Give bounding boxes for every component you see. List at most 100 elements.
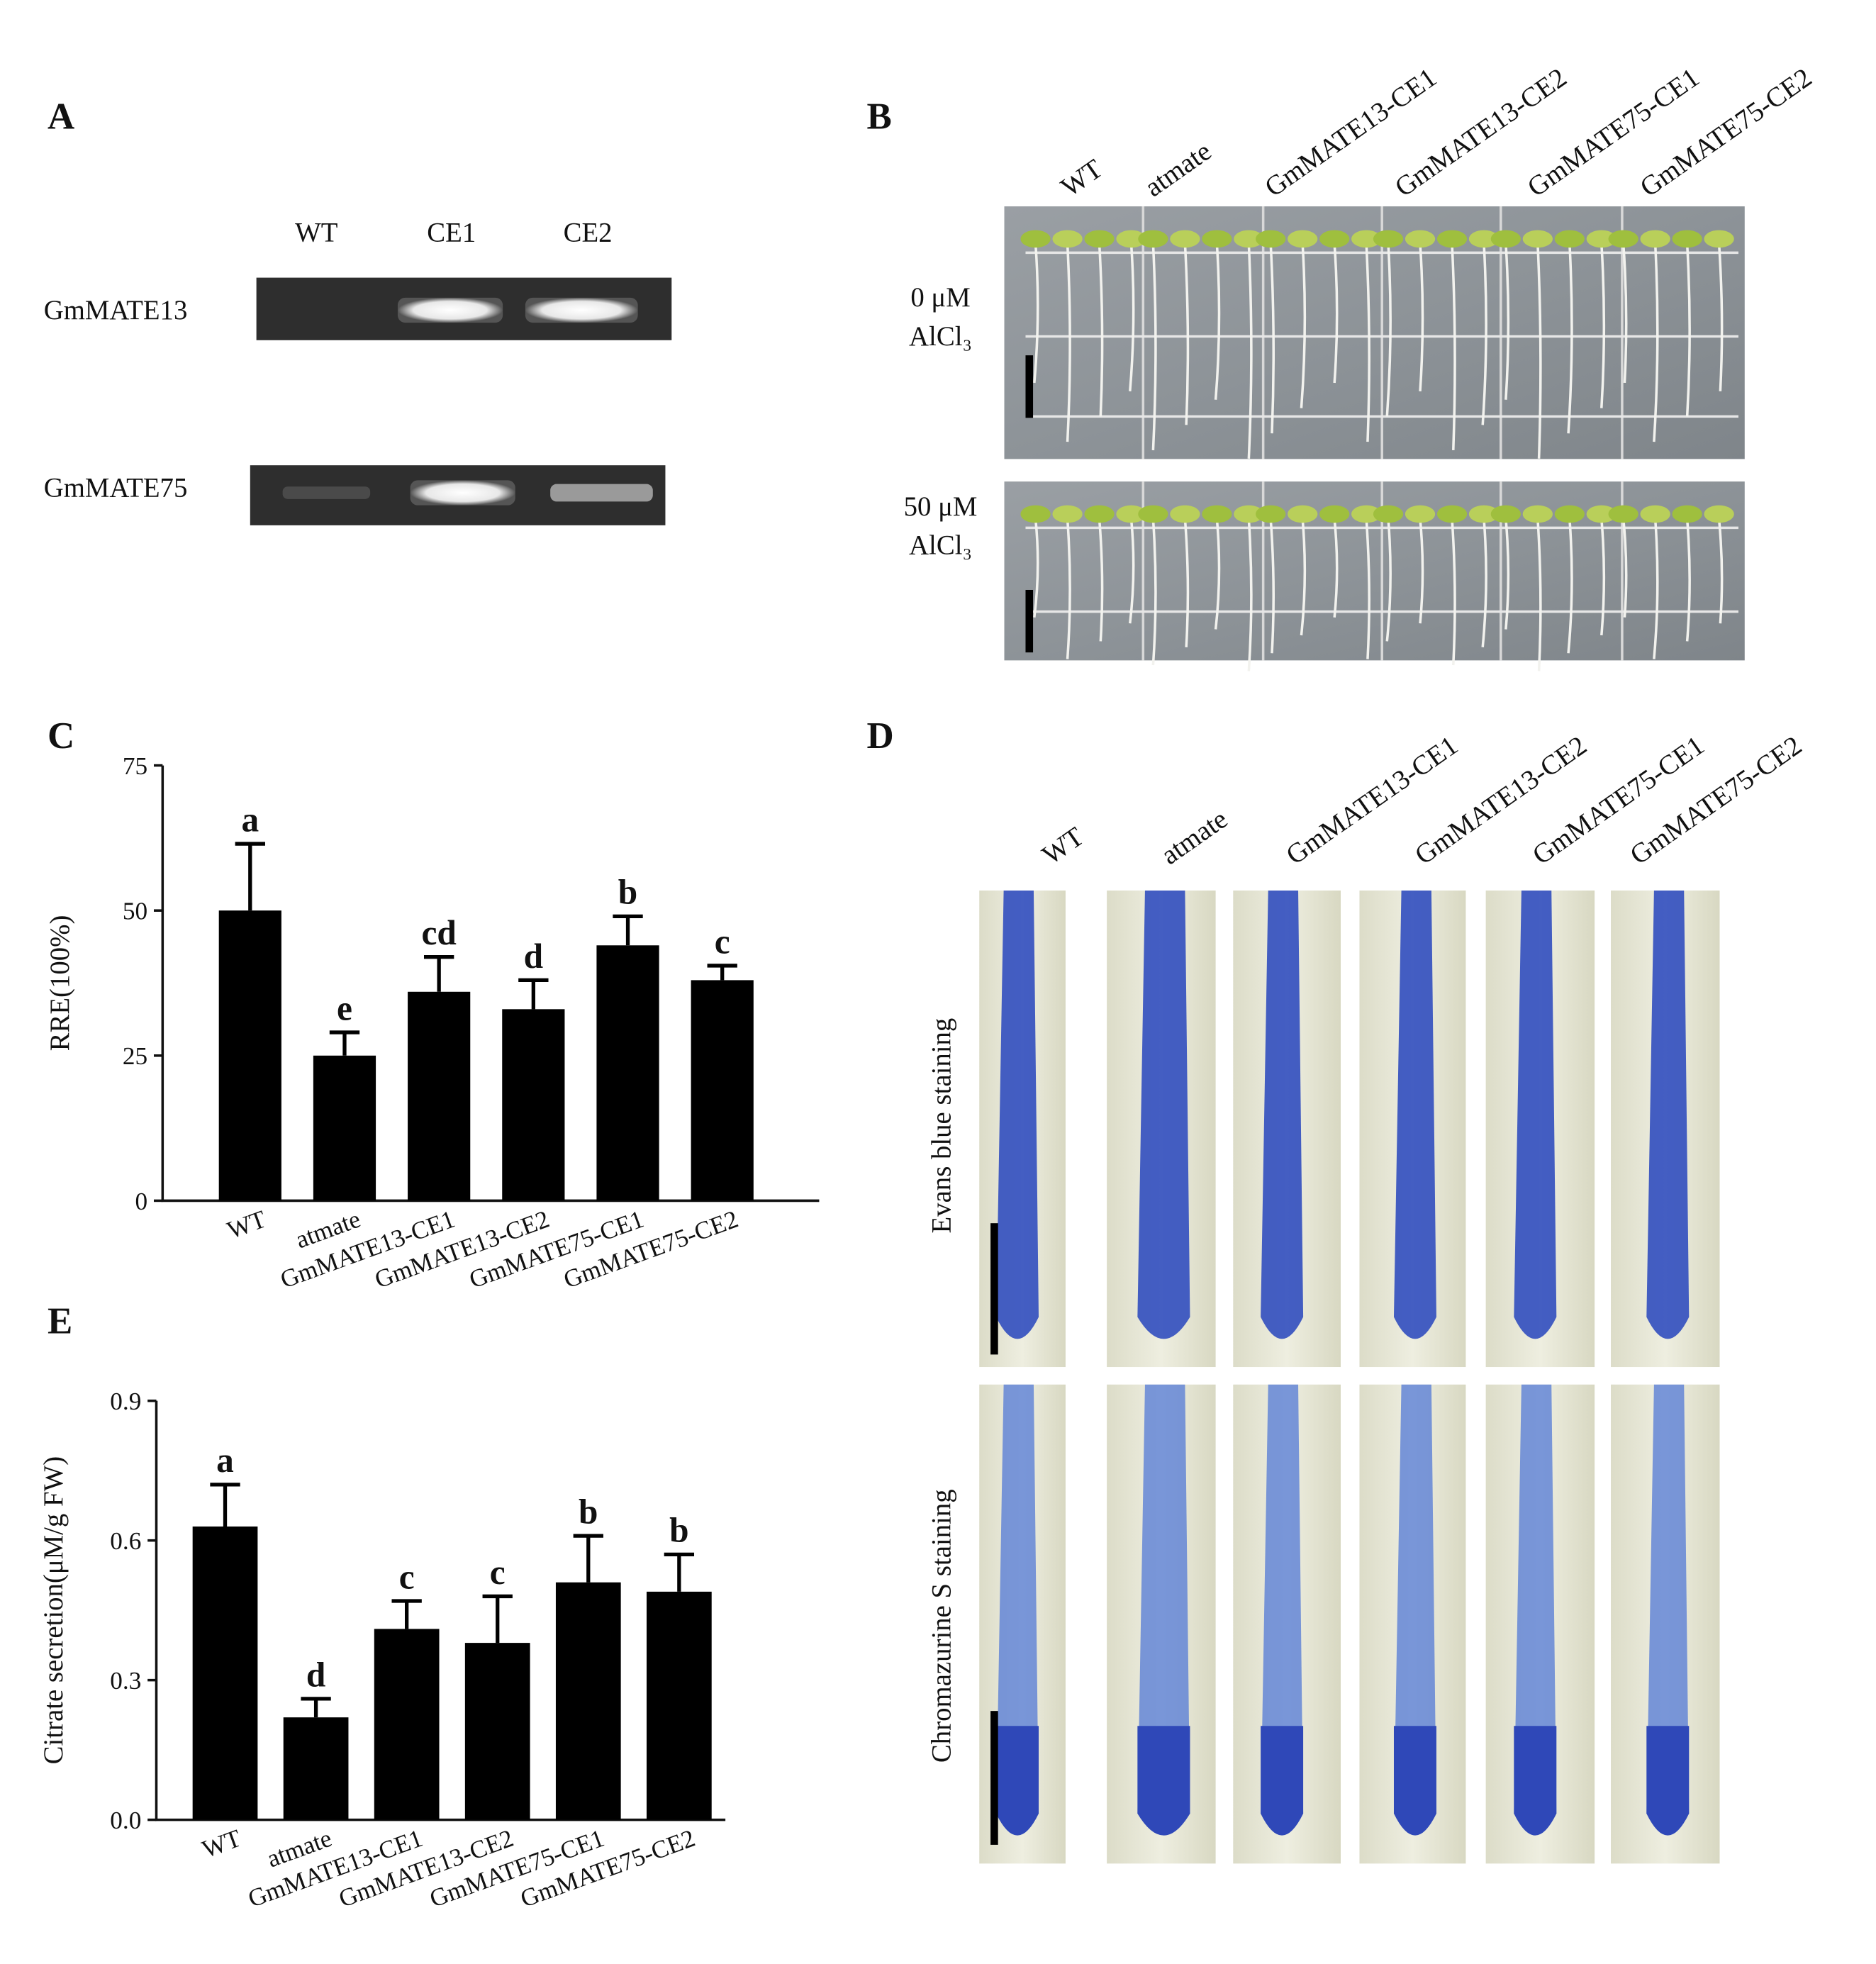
root <box>1419 518 1424 624</box>
seedling <box>1020 505 1051 523</box>
seedling <box>1586 230 1617 248</box>
bar <box>646 1591 712 1820</box>
x-tick-label: WT <box>223 1205 269 1244</box>
root <box>1385 243 1392 417</box>
root <box>1621 243 1628 384</box>
panel-label: A <box>48 96 74 138</box>
seedling <box>1586 505 1617 523</box>
root <box>1137 1384 1190 1836</box>
seedling <box>1468 505 1500 523</box>
y-tick-label: 0.9 <box>110 1388 141 1415</box>
root <box>1514 1384 1557 1836</box>
row-label: 50 μM <box>904 491 978 522</box>
root <box>1333 518 1339 618</box>
seedling <box>1436 230 1468 248</box>
significance-letter: d <box>524 937 543 976</box>
root-tip <box>1646 1726 1690 1836</box>
seedling <box>1052 230 1083 248</box>
seedling <box>1640 505 1670 523</box>
x-tick-label: WT <box>199 1824 245 1863</box>
column-label: atmate <box>1139 136 1217 203</box>
row-label: Chromazurine S staining <box>927 1489 957 1763</box>
seedling <box>1351 505 1382 523</box>
y-tick-label: 0.0 <box>110 1807 141 1834</box>
y-tick-label: 50 <box>123 898 147 925</box>
seedling <box>1672 230 1702 248</box>
root <box>1261 890 1304 1339</box>
seedling <box>1373 230 1404 248</box>
scale-bar <box>1025 355 1034 418</box>
bar <box>464 1643 530 1820</box>
root <box>1567 243 1573 434</box>
root-tip <box>1137 1726 1190 1836</box>
root <box>1646 1384 1690 1836</box>
root <box>1419 243 1424 391</box>
root-tip <box>1261 1726 1304 1836</box>
root <box>1183 243 1190 425</box>
seedling <box>1554 230 1585 248</box>
root <box>1481 518 1487 648</box>
root <box>1151 243 1157 451</box>
row-label: AlCl₃ <box>909 321 972 352</box>
row-label: 0 μM <box>910 282 970 313</box>
bar <box>192 1526 258 1820</box>
root <box>1451 518 1456 666</box>
root <box>1685 243 1691 417</box>
panel-label: D <box>866 715 893 757</box>
root <box>996 890 1039 1339</box>
seedling <box>1084 505 1115 523</box>
seedling <box>1554 505 1585 523</box>
seedling <box>1170 505 1200 523</box>
seedling <box>1608 230 1638 248</box>
significance-letter: c <box>490 1553 506 1592</box>
lane-label: CE2 <box>564 217 613 247</box>
significance-letter: b <box>669 1511 688 1550</box>
root <box>1129 518 1135 624</box>
root <box>1300 518 1307 636</box>
plate-details <box>1020 206 1738 671</box>
root <box>1451 243 1456 451</box>
seedling <box>1138 505 1168 523</box>
seedling <box>1468 230 1500 248</box>
root <box>1567 518 1573 654</box>
root <box>1621 518 1628 618</box>
gel-band <box>410 480 515 506</box>
bar <box>374 1629 440 1820</box>
seedling <box>1608 505 1638 523</box>
root <box>1033 243 1039 384</box>
root <box>1365 518 1370 659</box>
root-tip <box>1514 1726 1557 1836</box>
gel-band <box>550 484 653 502</box>
seedling <box>1288 505 1318 523</box>
root <box>1393 890 1436 1339</box>
root <box>1333 243 1339 384</box>
root-tip <box>996 1726 1039 1836</box>
seedling <box>1704 230 1734 248</box>
seedling <box>1084 230 1115 248</box>
row-label: AlCl₃ <box>909 530 972 560</box>
seedling <box>1202 230 1232 248</box>
scale-bar <box>1025 589 1034 653</box>
root-tip <box>1393 1726 1436 1836</box>
gene-label: GmMATE75 <box>44 472 188 503</box>
row-label: Evans blue staining <box>927 1018 957 1234</box>
y-tick-label: 0.3 <box>110 1667 141 1695</box>
root <box>1269 243 1275 434</box>
root <box>1385 518 1392 642</box>
root <box>1033 518 1039 618</box>
seedling <box>1052 505 1083 523</box>
y-axis-label: Citrate secretion(μM/g FW) <box>38 1456 69 1765</box>
bar <box>218 910 281 1201</box>
seedling <box>1020 230 1051 248</box>
bar <box>313 1055 376 1201</box>
root <box>1098 518 1104 642</box>
root <box>1365 243 1370 442</box>
root <box>1536 243 1542 459</box>
gel-band <box>282 486 371 499</box>
significance-letter: b <box>579 1492 598 1531</box>
bar <box>691 980 754 1201</box>
y-tick-label: 75 <box>123 752 147 780</box>
root <box>1214 518 1221 630</box>
seedling <box>1256 505 1286 523</box>
